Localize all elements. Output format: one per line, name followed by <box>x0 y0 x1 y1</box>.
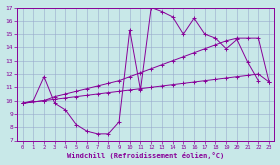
X-axis label: Windchill (Refroidissement éolien,°C): Windchill (Refroidissement éolien,°C) <box>67 152 225 159</box>
